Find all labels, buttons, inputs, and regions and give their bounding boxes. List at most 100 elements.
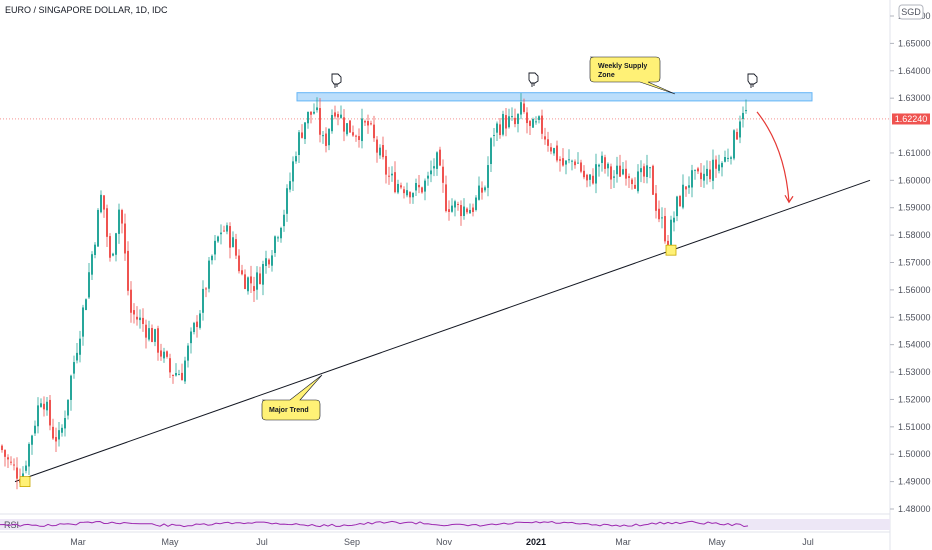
- candle: [85, 298, 87, 311]
- weekly-supply-zone-note[interactable]: Weekly Supply Zone: [589, 56, 676, 95]
- projection-arrowhead: [784, 194, 794, 204]
- time-tick-label: May: [161, 537, 179, 547]
- candle: [706, 160, 708, 185]
- candle: [358, 128, 360, 148]
- candle: [502, 110, 504, 137]
- currency-badge[interactable]: SGD: [898, 4, 924, 20]
- candle: [286, 184, 288, 222]
- candle: [343, 109, 345, 142]
- candle: [322, 130, 324, 144]
- candle: [673, 211, 675, 232]
- major-trend-line[interactable]: [14, 179, 871, 483]
- candle: [562, 148, 564, 167]
- candle: [490, 137, 492, 173]
- candle: [733, 129, 735, 161]
- candle: [742, 106, 744, 128]
- weekly-supply-zone-label-line2: Zone: [598, 72, 615, 79]
- candle: [529, 120, 531, 136]
- candle: [382, 136, 384, 160]
- candle: [583, 165, 585, 180]
- time-tick-label: May: [708, 537, 726, 547]
- candle: [133, 303, 135, 324]
- candle: [526, 107, 528, 134]
- candle: [148, 320, 150, 342]
- candle: [586, 173, 588, 188]
- candle: [715, 155, 717, 178]
- candle: [373, 115, 375, 142]
- candle: [508, 108, 510, 129]
- candle: [139, 309, 141, 329]
- candle: [478, 176, 480, 201]
- candle: [340, 105, 342, 119]
- candle: [193, 321, 195, 335]
- candle: [745, 99, 747, 114]
- hand-pointer-icon: [528, 72, 539, 87]
- rsi-pane[interactable]: RSI: [0, 519, 890, 530]
- candle: [391, 166, 393, 182]
- candle: [649, 166, 651, 179]
- candle: [439, 146, 441, 167]
- candle: [265, 250, 267, 274]
- candle: [514, 108, 516, 128]
- candle: [454, 199, 456, 217]
- candle: [229, 222, 231, 259]
- time-axis[interactable]: Mar May Jul Sep Nov 2021 Mar May Jul: [70, 537, 814, 547]
- candle: [625, 160, 627, 186]
- candle: [319, 98, 321, 143]
- candle: [442, 159, 444, 193]
- projection-arrow[interactable]: [756, 111, 794, 204]
- candle: [58, 421, 60, 447]
- candle: [628, 173, 630, 188]
- candle: [31, 434, 33, 455]
- candle: [106, 204, 108, 248]
- candle: [688, 176, 690, 194]
- candle: [463, 198, 465, 220]
- candle: [400, 182, 402, 190]
- price-axis[interactable]: 1.660001.650001.640001.630001.610001.600…: [890, 11, 931, 514]
- candle: [271, 249, 273, 272]
- candle: [274, 235, 276, 257]
- hand-pointer-icon: [747, 73, 758, 88]
- candle: [565, 160, 567, 175]
- candle: [130, 281, 132, 323]
- candle: [361, 108, 363, 149]
- candle: [316, 97, 318, 113]
- candle: [103, 195, 105, 218]
- candle: [412, 192, 414, 204]
- price-tick-label: 1.63000: [898, 93, 931, 103]
- candle: [175, 363, 177, 377]
- candle: [700, 163, 702, 187]
- candle: [670, 215, 672, 250]
- last-price-badge[interactable]: 1.62240: [892, 113, 930, 125]
- candle: [346, 122, 348, 137]
- candle: [523, 98, 525, 114]
- rsi-band: [0, 519, 890, 530]
- candle: [556, 140, 558, 163]
- candle: [604, 154, 606, 174]
- chart-title: EURO / SINGAPORE DOLLAR, 1D, IDC: [5, 5, 168, 15]
- candle: [97, 208, 99, 247]
- candle: [376, 136, 378, 163]
- candle: [694, 169, 696, 180]
- time-tick-label: Nov: [436, 537, 453, 547]
- time-tick-label: Jul: [256, 537, 268, 547]
- candle: [601, 151, 603, 172]
- candle: [151, 324, 153, 343]
- candle: [622, 161, 624, 176]
- candle: [136, 306, 138, 326]
- candle: [61, 424, 63, 437]
- candle: [697, 166, 699, 175]
- candle: [202, 280, 204, 321]
- price-tick-label: 1.51000: [898, 422, 931, 432]
- candle: [190, 327, 192, 354]
- candle: [13, 458, 15, 471]
- candle: [679, 194, 681, 207]
- major-trend-note[interactable]: Major Trend: [261, 374, 323, 421]
- candle: [364, 119, 366, 127]
- candle: [34, 420, 36, 437]
- candle: [676, 195, 678, 222]
- weekly-supply-zone[interactable]: [296, 92, 813, 102]
- candle: [685, 186, 687, 197]
